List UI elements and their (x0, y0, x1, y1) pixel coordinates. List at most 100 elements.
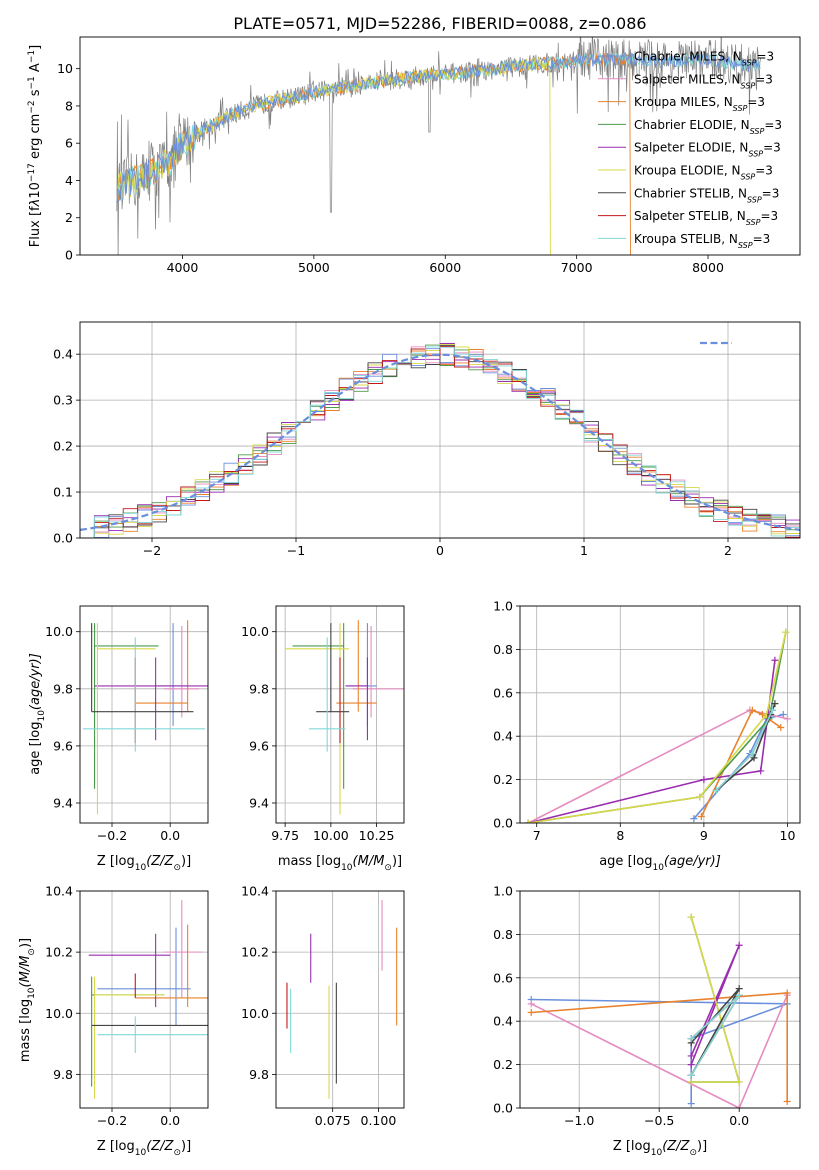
age_vs_mass-xlabel-part: ⊙ (384, 863, 392, 873)
age_vs_Z-axes-ytick-label: 9.8 (53, 681, 73, 696)
legend-entry-suffix: , N (729, 209, 746, 223)
age_vs_mass-axes-ytick-label: 9.6 (249, 738, 269, 753)
residuals-axes-xtick-label: −2 (143, 543, 161, 558)
legend-entry-tail: =3 (753, 232, 771, 246)
age_vs_Z-xlabel-part: 10 (135, 863, 147, 873)
legend-entry: Salpeter ELODIE, NSSP=3 (634, 141, 781, 159)
massweight_vs_age-axes-frame (519, 605, 801, 824)
spectrum-axes-xtick-label: 7000 (561, 260, 593, 275)
massweight_vs_age-xlabel: age [log10(age/yr)] (599, 854, 721, 873)
massweight_vs_age-axes-ytick-label: 0.6 (493, 685, 513, 700)
mass_vs_ebv-axes-bg (276, 891, 404, 1108)
legend-entry-suffix: , N (724, 164, 741, 178)
age_vs_Z-xlabel-part: )] (181, 854, 191, 869)
massweight_vs_Z-axes-marks (527, 913, 791, 1108)
massweight_vs_age-marker (524, 819, 532, 823)
legend-entry-model: Salpeter STELIB (634, 209, 729, 223)
massweight_vs_Z-xlabel-part: 10 (651, 1148, 663, 1158)
massweight_vs_Z-marker (735, 1078, 743, 1086)
spectrum-axes-xtick-label: 8000 (692, 260, 724, 275)
legend-entry-model: Chabrier STELIB (634, 186, 730, 200)
legend-entry-sub: SSP (741, 81, 756, 90)
age_vs_Z-xlabel-part: ⊙ (173, 863, 181, 873)
massweight_vs_age-marker (748, 750, 756, 758)
mass_vs_Z-axes-xtick-label: 0.0 (160, 1113, 180, 1128)
massweight_vs_Z-xlabel-part: Z [log (613, 1139, 651, 1154)
spectrum-model-line (116, 57, 551, 255)
mass_vs_Z-axes-ytick-label: 10.4 (45, 884, 73, 899)
mass_vs_Z-axes-ytick-label: 10.2 (45, 945, 73, 960)
massweight_vs_Z-axes-ytick-label: 0.8 (493, 927, 513, 942)
massweight_vs_Z-marker (687, 1071, 695, 1079)
massweight_vs_age-axes-ytick-label: 1.0 (493, 599, 513, 614)
legend-entry-model: Kroupa ELODIE (634, 164, 724, 178)
mass_vs_ebv-axes-frame (275, 890, 405, 1109)
spectrum-ylabel-part: λ (28, 199, 43, 208)
massweight_vs_age-marker (779, 711, 787, 718)
massweight_vs_age-axes-xtick-label: 9 (700, 828, 708, 843)
mass_vs_Z-ylabel-part: (M/M (18, 956, 33, 988)
massweight_vs_Z-marker (687, 1078, 695, 1086)
mass_vs_Z-axes-bg (80, 891, 208, 1108)
massweight_vs_age-marker (748, 706, 756, 714)
legend-entry: Salpeter MILES, NSSP=3 (634, 72, 773, 90)
residuals-axes-ytick-label: 0.1 (53, 485, 73, 500)
massweight_vs_age-xlabel-part: (age/yr)] (664, 854, 721, 869)
legend-entry-suffix: , N (733, 118, 750, 132)
spectrum-axes-ytick-label: 2 (65, 210, 73, 225)
massweight_vs_Z-marker (687, 1100, 695, 1108)
legend-entry-suffix: , N (724, 72, 741, 86)
massweight_vs_age-marker (771, 656, 779, 664)
age_vs_mass-xlabel-part: mass [log (278, 854, 341, 869)
mass_vs_Z-xlabel-part: (Z/Z (146, 1139, 174, 1154)
massweight_vs_age-marker (712, 786, 720, 794)
massweight_vs_age-axes-marks (524, 628, 791, 823)
massweight_vs_Z-marker (783, 989, 791, 997)
massweight_vs_age-marker (777, 724, 785, 732)
massweight_vs_age-axes-bg (520, 606, 800, 823)
spectrum-ylabel-part: ] (28, 45, 43, 50)
age_vs_mass-axes-xtick-label: 10.25 (359, 828, 395, 843)
massweight_vs_Z-axes: −1.0 −0.5 0.0 0.0 0.2 0.4 0.6 0.8 1.0 (493, 884, 801, 1128)
age_vs_Z-axes-xtick-label: −0.2 (97, 828, 127, 843)
residuals-axes-ytick-label: 0.2 (53, 439, 73, 454)
massweight_vs_age-axes: 7 8 9 10 0.0 0.2 0.4 0.6 0.8 1.0 (493, 599, 801, 843)
age_vs_mass-axes-xtick-label: 9.75 (271, 828, 299, 843)
massweight_vs_Z-series-line (531, 998, 788, 1104)
spectrum-ylabel-part: −2 (27, 100, 37, 113)
residuals-axes-xtick-label: −1 (287, 543, 305, 558)
massweight_vs_Z-axes-ytick-label: 0.2 (493, 1057, 513, 1072)
mass_vs_Z-xlabel-part: Z [log (97, 1139, 135, 1154)
mass_vs_ebv-axes-xtick-label: 0.075 (315, 1113, 351, 1128)
legend-entry: Salpeter STELIB, NSSP=3 (634, 209, 778, 227)
mass_vs_Z-ylabel-part: mass [log (18, 999, 33, 1062)
legend-entry-tail: =3 (760, 209, 778, 223)
mass_vs_ebv-axes-ytick-label: 9.8 (249, 1067, 269, 1082)
legend-entry-sub: SSP (742, 58, 757, 67)
massweight_vs_Z-marker (687, 1035, 695, 1043)
age_vs_mass-axes: 9.75 10.00 10.25 9.4 9.6 9.8 10.0 (241, 605, 405, 843)
massweight_vs_Z-marker (735, 985, 743, 993)
residuals-axes-xtick-label: 0 (436, 543, 444, 558)
age_vs_mass-xlabel-part: )] (392, 854, 402, 869)
massweight_vs_age-marker (697, 812, 705, 820)
massweight_vs_age-marker (696, 793, 704, 801)
mass_vs_Z-ylabel-part: 10 (27, 987, 37, 999)
spectrum-axes-xtick-label: 4000 (167, 260, 199, 275)
residuals-axes-xtick-label: 1 (580, 543, 588, 558)
spectrum-ylabel-part: −1 (27, 50, 37, 63)
residual-histogram (80, 345, 800, 538)
legend-entry-suffix: , N (730, 186, 747, 200)
massweight_vs_age-marker (690, 815, 698, 823)
residuals-axes-frame (79, 321, 801, 539)
age_vs_Z-ylabel-part: age [log (28, 722, 43, 775)
residuals-axes-marks (80, 343, 800, 538)
massweight_vs_age-axes-xtick-label: 10 (780, 828, 796, 843)
legend-entry-model: Chabrier MILES (634, 50, 725, 64)
massweight_vs_Z-marker (527, 1000, 535, 1008)
mass_vs_ebv-axes-xtick-label: 0.100 (361, 1113, 397, 1128)
massweight_vs_Z-axes-ytick-label: 0.0 (493, 1101, 513, 1116)
residuals-axes-ytick-label: 0.3 (53, 393, 73, 408)
legend-entry-tail: =3 (755, 72, 773, 86)
